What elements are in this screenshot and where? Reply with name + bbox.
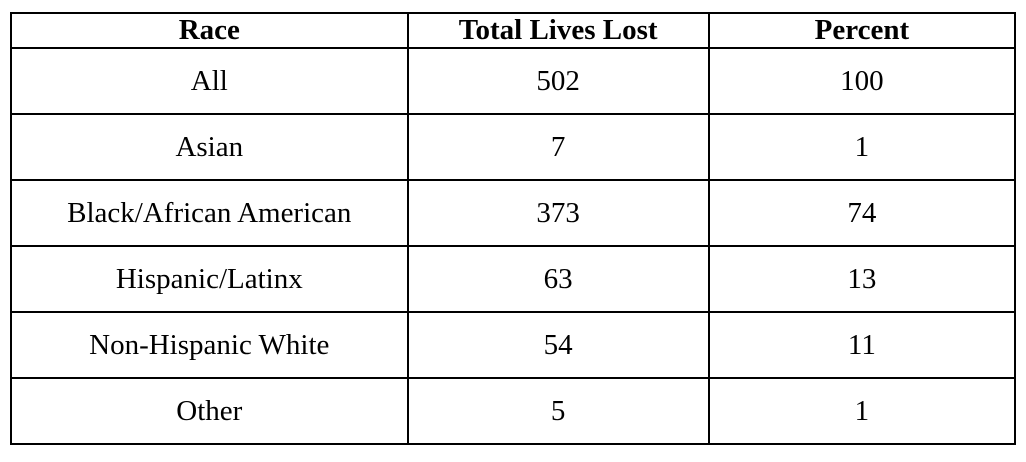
race-cell: All: [10, 47, 409, 115]
percent-cell: 1: [707, 113, 1017, 181]
total-cell: 54: [406, 311, 710, 379]
percent-cell: 1: [707, 377, 1017, 445]
table-row-non-hispanic-white: Non-Hispanic White 54 11: [10, 311, 1017, 379]
table-row-other: Other 5 1: [10, 377, 1017, 445]
race-cell: Other: [10, 377, 409, 445]
table-row-black-african-american: Black/African American 373 74: [10, 179, 1017, 247]
race-cell: Non-Hispanic White: [10, 311, 409, 379]
column-header-total-lives-lost: Total Lives Lost: [406, 12, 710, 49]
percent-cell: 74: [707, 179, 1017, 247]
race-cell: Black/African American: [10, 179, 409, 247]
header-row: Race Total Lives Lost Percent: [10, 12, 1017, 49]
percent-cell: 100: [707, 47, 1017, 115]
table-row-all: All 502 100: [10, 47, 1017, 115]
percent-cell: 11: [707, 311, 1017, 379]
table-row-asian: Asian 7 1: [10, 113, 1017, 181]
column-header-race: Race: [10, 12, 409, 49]
race-cell: Asian: [10, 113, 409, 181]
total-cell: 5: [406, 377, 710, 445]
table-row-hispanic-latinx: Hispanic/Latinx 63 13: [10, 245, 1017, 313]
column-header-percent: Percent: [707, 12, 1017, 49]
total-cell: 63: [406, 245, 710, 313]
percent-cell: 13: [707, 245, 1017, 313]
lives-lost-table: Race Total Lives Lost Percent All 502 10…: [10, 12, 1017, 445]
total-cell: 7: [406, 113, 710, 181]
total-cell: 502: [406, 47, 710, 115]
total-cell: 373: [406, 179, 710, 247]
race-cell: Hispanic/Latinx: [10, 245, 409, 313]
